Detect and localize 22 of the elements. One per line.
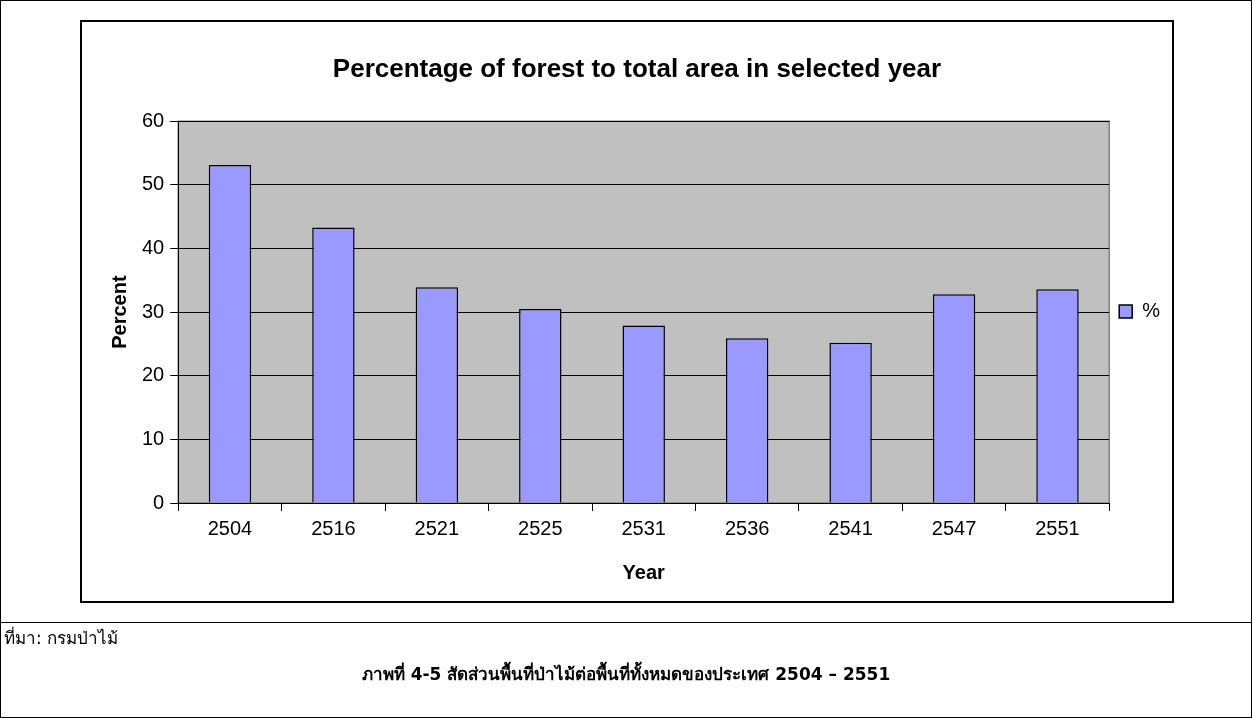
x-axis-title: Year <box>622 560 666 583</box>
text: ที่มา: กรมป่าไม้ <box>4 625 119 650</box>
x-tick-label: 2516 <box>311 516 356 539</box>
y-tick-label: 10 <box>142 426 165 449</box>
chart-title: Percentage of forest to total area in selected year <box>332 52 942 83</box>
x-tick-label: 2536 <box>724 516 770 539</box>
x-tick-label: 2547 <box>931 516 977 539</box>
x-tick-label: 2541 <box>828 516 873 539</box>
x-tick-label: 2531 <box>621 516 666 539</box>
y-tick-label: 30 <box>142 299 165 322</box>
x-tick-label: 2525 <box>518 516 563 539</box>
x-tick-label: 2551 <box>1035 516 1080 539</box>
y-tick-label: 0 <box>153 490 165 513</box>
text: ภาพที่ 4-5 สัดส่วนพื้นที่ป่าไม้ต่อพื้นที่ทั้งหมดของประเทศ 2504 – 2551 <box>360 660 892 686</box>
y-tick-label: 50 <box>142 172 165 195</box>
y-tick-label: 60 <box>142 108 165 131</box>
y-tick-label: 40 <box>142 235 165 258</box>
x-tick-label: 2521 <box>414 516 460 539</box>
y-axis-title: Percent <box>107 275 130 349</box>
x-tick-label: 2504 <box>207 516 253 539</box>
legend-label: % <box>1142 299 1161 322</box>
y-tick-label: 20 <box>142 363 165 386</box>
